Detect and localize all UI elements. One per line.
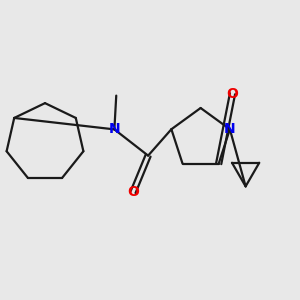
Text: N: N	[109, 122, 120, 136]
Text: O: O	[226, 87, 238, 101]
Text: O: O	[127, 185, 139, 199]
Text: N: N	[224, 122, 236, 136]
